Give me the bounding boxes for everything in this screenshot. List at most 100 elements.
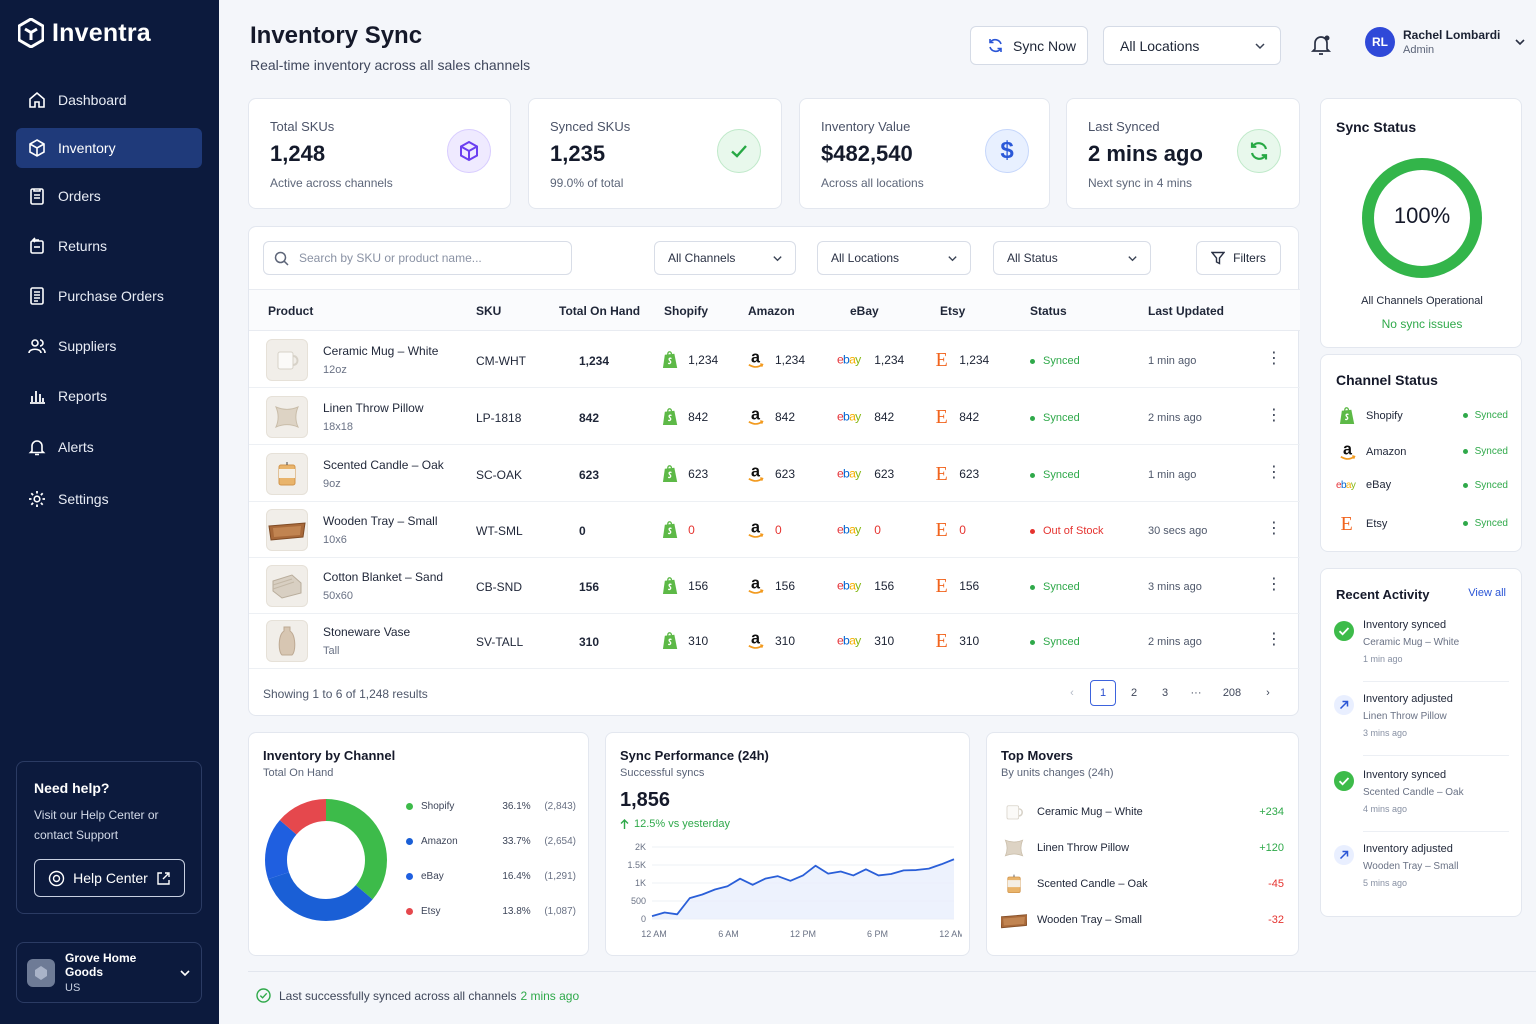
- data-point[interactable]: [863, 867, 868, 872]
- donut-slice-etsy[interactable]: [265, 799, 387, 921]
- sidebar-item-purchase-orders[interactable]: Purchase Orders: [16, 276, 202, 316]
- data-point[interactable]: [813, 863, 818, 868]
- data-point[interactable]: [889, 872, 894, 877]
- mover-item[interactable]: Wooden Tray – Small -32: [1001, 907, 1284, 933]
- channel-name: Shopify: [1366, 409, 1403, 422]
- mover-item[interactable]: Scented Candle – Oak -45: [1001, 871, 1284, 897]
- location-select[interactable]: All Locations: [1103, 26, 1281, 65]
- page-3[interactable]: 3: [1161, 687, 1169, 699]
- table-row[interactable]: Stoneware Vase Tall SV-TALL 310 310 a 310…: [249, 613, 1300, 669]
- channel-logo: a: [1334, 442, 1360, 461]
- channel-logo: [1334, 406, 1360, 425]
- row-menu-icon[interactable]: ⋮: [1266, 407, 1282, 424]
- row-menu-icon[interactable]: ⋮: [1266, 631, 1282, 648]
- channel-status-item[interactable]: E Etsy Synced: [1334, 514, 1508, 533]
- sidebar-item-reports[interactable]: Reports: [16, 376, 202, 416]
- row-menu-icon[interactable]: ⋮: [1266, 464, 1282, 481]
- data-point[interactable]: [675, 912, 680, 917]
- search-input[interactable]: Search by SKU or product name...: [263, 241, 572, 275]
- data-point[interactable]: [788, 878, 793, 883]
- col-sku[interactable]: SKU: [476, 304, 502, 318]
- sidebar-item-settings[interactable]: Settings: [16, 479, 202, 519]
- help-center-button[interactable]: Help Center: [34, 859, 185, 897]
- store-switcher[interactable]: Grove Home Goods US: [16, 942, 202, 1003]
- data-point[interactable]: [763, 876, 768, 881]
- total-on-hand-cell: 842: [579, 411, 600, 425]
- table-row[interactable]: Scented Candle – Oak 9oz SC-OAK 623 623 …: [249, 446, 1300, 502]
- recent-activity-card: Recent Activity View all Inventory synce…: [1320, 568, 1522, 917]
- donut-slice-amazon[interactable]: [265, 799, 387, 921]
- data-point[interactable]: [750, 882, 755, 887]
- product-cell[interactable]: Wooden Tray – Small 10x6: [323, 514, 438, 546]
- product-cell[interactable]: Ceramic Mug – White 12oz: [323, 344, 438, 376]
- brand[interactable]: Inventra: [18, 18, 151, 48]
- mover-item[interactable]: Ceramic Mug – White +234: [1001, 799, 1284, 825]
- sidebar-item-orders[interactable]: Orders: [16, 176, 202, 216]
- col-ebay[interactable]: eBay: [850, 304, 879, 318]
- channel-status-item[interactable]: Shopify Synced: [1334, 406, 1508, 425]
- data-point[interactable]: [801, 873, 806, 878]
- location-filter-select[interactable]: All Locations: [817, 241, 971, 275]
- sync-perf-delta-text: 12.5% vs yesterday: [634, 818, 730, 830]
- table-row[interactable]: Cotton Blanket – Sand 50x60 CB-SND 156 1…: [249, 558, 1300, 614]
- status-filter-select[interactable]: All Status: [993, 241, 1151, 275]
- row-menu-icon[interactable]: ⋮: [1266, 576, 1282, 593]
- row-menu-icon[interactable]: ⋮: [1266, 520, 1282, 537]
- product-cell[interactable]: Linen Throw Pillow 18x18: [323, 401, 424, 433]
- data-point[interactable]: [952, 857, 957, 862]
- col-shopify[interactable]: Shopify: [664, 304, 708, 318]
- col-updated[interactable]: Last Updated: [1148, 304, 1225, 318]
- data-point[interactable]: [725, 884, 730, 889]
- donut-slice-ebay[interactable]: [265, 799, 387, 921]
- channel-status-item[interactable]: a Amazon Synced: [1334, 442, 1508, 461]
- channel-status-item[interactable]: ebay eBay Synced: [1334, 478, 1508, 492]
- data-point[interactable]: [712, 887, 717, 892]
- filters-button[interactable]: Filters: [1196, 241, 1281, 275]
- sidebar-item-inventory[interactable]: Inventory: [16, 128, 202, 168]
- prev-page-icon[interactable]: ‹: [1070, 687, 1074, 699]
- data-point[interactable]: [914, 868, 919, 873]
- data-point[interactable]: [901, 868, 906, 873]
- sidebar-item-dashboard[interactable]: Dashboard: [16, 80, 202, 120]
- col-product[interactable]: Product: [268, 304, 314, 318]
- data-point[interactable]: [838, 869, 843, 874]
- sidebar-item-alerts[interactable]: Alerts: [16, 427, 202, 467]
- data-point[interactable]: [738, 876, 743, 881]
- data-point[interactable]: [700, 892, 705, 897]
- page-last[interactable]: 208: [1222, 687, 1242, 699]
- col-status[interactable]: Status: [1030, 304, 1067, 318]
- data-point[interactable]: [687, 896, 692, 901]
- notification-bell-icon[interactable]: [1310, 33, 1332, 57]
- data-point[interactable]: [662, 910, 667, 915]
- row-menu-icon[interactable]: ⋮: [1266, 350, 1282, 367]
- product-cell[interactable]: Scented Candle – Oak 9oz: [323, 458, 444, 490]
- channel-filter-select[interactable]: All Channels: [654, 241, 796, 275]
- sidebar-item-suppliers[interactable]: Suppliers: [16, 326, 202, 366]
- mover-item[interactable]: Linen Throw Pillow +120: [1001, 835, 1284, 861]
- col-total[interactable]: Total On Hand: [559, 304, 641, 318]
- user-menu[interactable]: RL Rachel Lombardi Admin: [1365, 27, 1526, 57]
- legend-label: Etsy: [421, 906, 441, 917]
- sync-now-button[interactable]: Sync Now: [970, 26, 1088, 65]
- data-point[interactable]: [876, 873, 881, 878]
- data-point[interactable]: [926, 866, 931, 871]
- data-point[interactable]: [775, 874, 780, 879]
- kpi-label: Synced SKUs: [550, 119, 631, 134]
- data-point[interactable]: [851, 873, 856, 878]
- page-1[interactable]: 1: [1090, 680, 1116, 706]
- next-page-icon[interactable]: ›: [1266, 687, 1270, 699]
- page-2[interactable]: 2: [1130, 687, 1138, 699]
- product-cell[interactable]: Cotton Blanket – Sand 50x60: [323, 570, 443, 602]
- data-point[interactable]: [826, 871, 831, 876]
- table-row[interactable]: Ceramic Mug – White 12oz CM-WHT 1,234 1,…: [249, 332, 1300, 388]
- table-row[interactable]: Linen Throw Pillow 18x18 LP-1818 842 842…: [249, 389, 1300, 445]
- data-point[interactable]: [650, 914, 655, 919]
- col-amazon[interactable]: Amazon: [748, 304, 795, 318]
- product-cell[interactable]: Stoneware Vase Tall: [323, 625, 410, 657]
- view-all-link[interactable]: View all: [1468, 587, 1506, 599]
- amazon-icon: a: [748, 520, 764, 538]
- data-point[interactable]: [939, 862, 944, 867]
- col-etsy[interactable]: Etsy: [940, 304, 966, 318]
- sidebar-item-returns[interactable]: Returns: [16, 226, 202, 266]
